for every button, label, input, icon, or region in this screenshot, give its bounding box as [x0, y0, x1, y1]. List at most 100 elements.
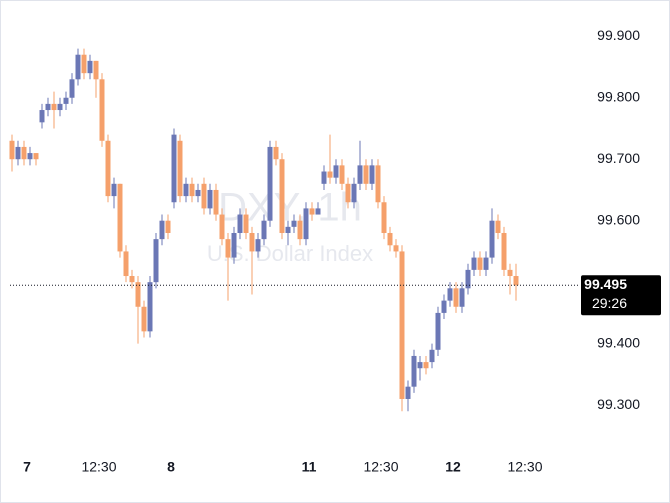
candle-body	[267, 146, 273, 221]
candle-body	[321, 171, 327, 184]
candle-body	[81, 54, 87, 74]
candle-body	[465, 269, 471, 289]
candle-body	[453, 288, 459, 307]
candle-body	[159, 220, 165, 240]
candle-body	[297, 220, 303, 240]
candle-body	[153, 239, 159, 283]
candle-body	[15, 146, 21, 160]
candle-body	[393, 245, 399, 252]
candle-body	[369, 165, 375, 184]
candle-body	[261, 220, 267, 240]
candle-body	[147, 282, 153, 332]
y-tick-label: 99.900	[597, 27, 640, 43]
candle-body	[279, 159, 285, 233]
candle-body	[315, 208, 321, 215]
x-tick-label: 12	[445, 459, 461, 475]
candle-body	[351, 183, 357, 203]
last-price-box	[581, 275, 661, 316]
candle-body	[447, 288, 453, 301]
candle-body	[123, 251, 129, 277]
candle-body	[75, 54, 81, 80]
candle-body	[21, 146, 27, 160]
candle-body	[363, 165, 369, 184]
candle-body	[99, 79, 105, 141]
x-tick-label: 12:30	[81, 459, 116, 475]
candle-body	[339, 165, 345, 184]
candle-body	[213, 189, 219, 215]
candle-body	[411, 355, 417, 387]
y-tick-label: 99.800	[597, 88, 640, 104]
candle-body	[255, 239, 261, 252]
x-tick-label: 11	[302, 459, 317, 475]
x-tick-label: 12:30	[507, 459, 542, 475]
candle-body	[357, 165, 363, 184]
candle-body	[9, 140, 15, 160]
candle-body	[117, 183, 123, 252]
y-tick-label: 99.700	[597, 150, 640, 166]
last-price-label: 99.495	[584, 276, 627, 292]
candle-body	[513, 276, 519, 286]
y-tick-label: 99.400	[597, 334, 640, 350]
candle-body	[225, 239, 231, 258]
candle-body	[165, 220, 171, 233]
candle-body	[237, 214, 243, 233]
candle-body	[345, 183, 351, 203]
candle-body	[249, 232, 255, 252]
candle-body	[33, 153, 39, 160]
candle-body	[429, 349, 435, 363]
candle-body	[303, 208, 309, 240]
y-tick-label: 99.300	[597, 396, 640, 412]
candle-body	[129, 276, 135, 283]
countdown-label: 29:26	[592, 295, 627, 311]
candle-body	[273, 146, 279, 160]
candle-body	[183, 183, 189, 197]
candle-body	[57, 103, 63, 111]
candle-body	[189, 183, 195, 197]
candle-body	[471, 257, 477, 270]
candle-body	[483, 257, 489, 270]
candle-body	[93, 60, 99, 80]
candle-body	[375, 165, 381, 203]
candle-body	[195, 189, 201, 197]
candle-body	[489, 220, 495, 258]
candle-body	[333, 165, 339, 178]
candle-body	[501, 232, 507, 270]
candle-body	[39, 110, 45, 123]
candle-body	[285, 226, 291, 233]
candle-body	[459, 288, 465, 307]
candle-body	[63, 97, 69, 104]
candle-body	[423, 362, 429, 369]
candle-body	[387, 232, 393, 246]
candle-body	[207, 189, 213, 209]
candle-body	[219, 214, 225, 240]
candle-body	[27, 153, 33, 160]
candle-body	[87, 60, 93, 74]
x-tick-label: 12:30	[363, 459, 398, 475]
candle-body	[177, 140, 183, 197]
candle-body	[291, 220, 297, 227]
candle-body	[135, 282, 141, 307]
candle-body	[435, 312, 441, 350]
x-tick-label: 8	[167, 459, 175, 475]
candle-body	[417, 362, 423, 369]
candle-body	[69, 79, 75, 98]
candle-body	[105, 140, 111, 197]
candle-body	[171, 134, 177, 203]
candle-body	[243, 214, 249, 233]
candle-body	[111, 183, 117, 197]
candle-body	[381, 202, 387, 233]
candle-body	[231, 232, 237, 258]
candle-body	[141, 306, 147, 332]
candle-body	[405, 386, 411, 399]
candle-body	[495, 220, 501, 233]
candle-body	[399, 251, 405, 399]
candle-body	[327, 171, 333, 178]
candle-body	[51, 103, 57, 111]
y-tick-label: 99.600	[597, 211, 640, 227]
candle-body	[309, 208, 315, 215]
candle-body	[45, 103, 51, 111]
candle-body	[201, 183, 207, 209]
candle-body	[507, 269, 513, 277]
